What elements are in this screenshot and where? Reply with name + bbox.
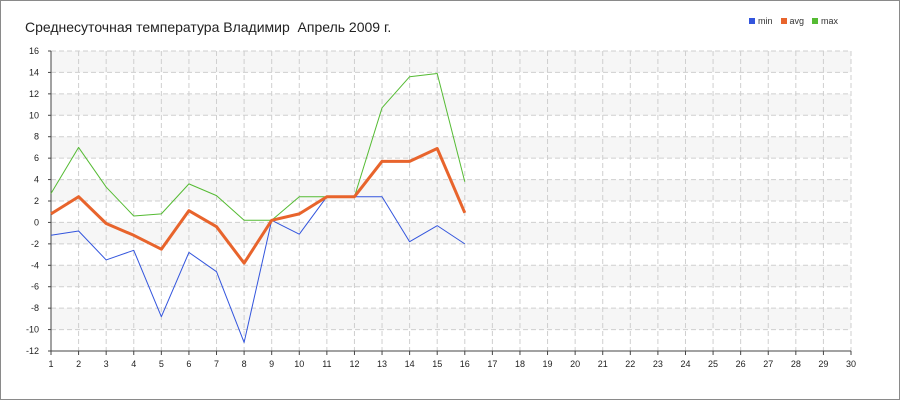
y-tick-label: 12 xyxy=(29,89,39,99)
x-tick-label: 6 xyxy=(186,359,191,369)
legend-swatch-min xyxy=(749,18,755,24)
y-tick-label: -4 xyxy=(31,260,39,270)
grid-band xyxy=(51,51,851,73)
x-tick-label: 20 xyxy=(570,359,580,369)
x-tick-label: 13 xyxy=(377,359,387,369)
legend-item-avg: avg xyxy=(780,16,805,26)
legend-item-max: max xyxy=(812,16,838,26)
y-tick-label: 0 xyxy=(34,217,39,227)
grid-band xyxy=(51,308,851,330)
x-tick-label: 11 xyxy=(322,359,331,369)
x-tick-label: 15 xyxy=(432,359,442,369)
x-tick-label: 1 xyxy=(48,359,53,369)
grid-band xyxy=(51,179,851,201)
x-tick-label: 23 xyxy=(653,359,663,369)
x-tick-label: 26 xyxy=(736,359,746,369)
series-line-avg xyxy=(50,147,467,265)
x-tick-label: 12 xyxy=(349,359,359,369)
y-tick-label: -8 xyxy=(31,303,39,313)
x-tick-label: 29 xyxy=(818,359,828,369)
y-tick-label: 10 xyxy=(29,110,39,120)
legend-swatch-max xyxy=(812,18,819,24)
x-tick-label: 19 xyxy=(543,359,553,369)
x-tick-label: 30 xyxy=(846,359,856,369)
x-tick-label: 25 xyxy=(708,359,718,369)
x-tick-label: 9 xyxy=(269,359,274,369)
x-tick-label: 22 xyxy=(625,359,635,369)
legend-label-avg: avg xyxy=(789,16,805,26)
legend-item-min: min xyxy=(749,16,773,26)
y-tick-label: -10 xyxy=(26,325,39,335)
x-tick-label: 10 xyxy=(294,359,304,369)
y-tick-label: 4 xyxy=(34,175,39,185)
y-tick-label: -6 xyxy=(31,282,39,292)
x-tick-label: 21 xyxy=(598,359,608,369)
x-tick-label: 3 xyxy=(104,359,109,369)
x-tick-label: 17 xyxy=(487,359,497,369)
legend-label-min: min xyxy=(758,16,773,26)
grid-band xyxy=(51,136,851,159)
series-line-min xyxy=(50,196,466,343)
x-tick-label: 8 xyxy=(242,359,247,369)
y-tick-label: -12 xyxy=(26,346,39,356)
x-tick-label: 18 xyxy=(515,359,525,369)
x-tick-label: 16 xyxy=(460,359,470,369)
x-tick-label: 24 xyxy=(680,359,690,369)
chart-legend: min avg max xyxy=(749,16,838,26)
y-tick-label: 2 xyxy=(34,196,39,206)
x-tick-label: 7 xyxy=(214,359,219,369)
legend-swatch-avg xyxy=(780,18,787,24)
grid-band xyxy=(51,222,851,244)
y-tick-label: 8 xyxy=(34,132,39,142)
grid-band xyxy=(51,265,851,287)
y-tick-label: 14 xyxy=(29,67,39,77)
grid-band xyxy=(51,93,851,116)
chart-title: Среднесуточная температура Владимир Апре… xyxy=(25,19,392,35)
legend-label-max: max xyxy=(821,16,839,26)
x-tick-label: 2 xyxy=(76,359,81,369)
series-line-max xyxy=(50,73,466,221)
x-tick-label: 5 xyxy=(159,359,164,369)
y-tick-label: 6 xyxy=(34,153,39,163)
x-tick-label: 28 xyxy=(791,359,801,369)
x-tick-label: 27 xyxy=(763,359,773,369)
y-tick-label: 16 xyxy=(29,46,39,56)
x-tick-label: 4 xyxy=(131,359,136,369)
x-tick-label: 14 xyxy=(405,359,415,369)
y-tick-label: -2 xyxy=(31,239,39,249)
